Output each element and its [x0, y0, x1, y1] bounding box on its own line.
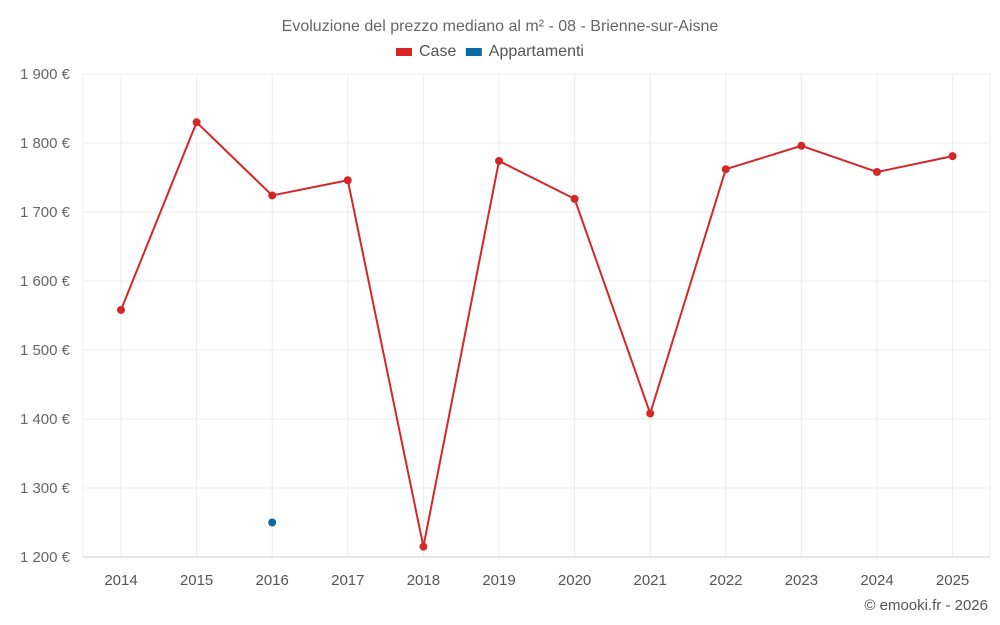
legend-label-case: Case: [419, 43, 456, 60]
x-tick-label: 2019: [482, 572, 515, 589]
x-tick-label: 2022: [709, 572, 742, 589]
y-tick-label: 1 800 €: [20, 135, 71, 152]
y-tick-label: 1 300 €: [20, 480, 71, 497]
x-tick-label: 2025: [936, 572, 969, 589]
credit: © emooki.fr - 2026: [864, 597, 988, 614]
legend-label-appartamenti: Appartamenti: [489, 43, 584, 60]
legend-swatch-appartamenti: [465, 48, 482, 56]
x-tick-label: 2020: [558, 572, 591, 589]
data-point-case: [268, 191, 277, 200]
data-point-case: [797, 141, 806, 150]
x-tick-label: 2015: [180, 572, 213, 589]
data-point-case: [570, 194, 579, 203]
y-tick-label: 1 900 €: [20, 66, 71, 83]
y-tick-label: 1 600 €: [20, 273, 71, 290]
data-point-case: [948, 152, 957, 161]
data-point-case: [343, 176, 352, 185]
x-tick-label: 2021: [634, 572, 667, 589]
y-tick-label: 1 700 €: [20, 204, 71, 221]
data-point-case: [419, 542, 428, 551]
x-tick-label: 2018: [407, 572, 440, 589]
y-tick-label: 1 500 €: [20, 342, 71, 359]
x-tick-label: 2016: [256, 572, 289, 589]
x-axis: 2014 2015 2016 2017 2018 2019 2020 2021 2022 2023…: [83, 556, 990, 589]
legend-swatch-case: [396, 48, 412, 56]
x-tick-label: 2014: [104, 572, 137, 589]
data-point-appartamenti: [268, 518, 277, 527]
chart-title: Evoluzione del prezzo mediano al m² - 08…: [282, 18, 719, 35]
y-axis: 1 200 € 1 300 € 1 400 € 1 500 € 1 600 € 1 700…: [20, 66, 71, 566]
x-tick-label: 2024: [860, 572, 893, 589]
data-point-case: [192, 118, 201, 127]
data-point-case: [646, 409, 655, 418]
series: [117, 118, 957, 551]
y-tick-label: 1 200 €: [20, 549, 71, 566]
legend: Case Appartamenti: [396, 43, 584, 60]
data-point-case: [117, 305, 125, 314]
x-tick-label: 2017: [331, 572, 364, 589]
x-tick-label: 2023: [785, 572, 818, 589]
series-line-case: [120, 121, 953, 548]
grid: [82, 73, 991, 558]
data-point-case: [495, 156, 503, 165]
y-tick-label: 1 400 €: [20, 411, 71, 428]
data-point-case: [721, 165, 730, 174]
data-point-case: [873, 167, 881, 176]
